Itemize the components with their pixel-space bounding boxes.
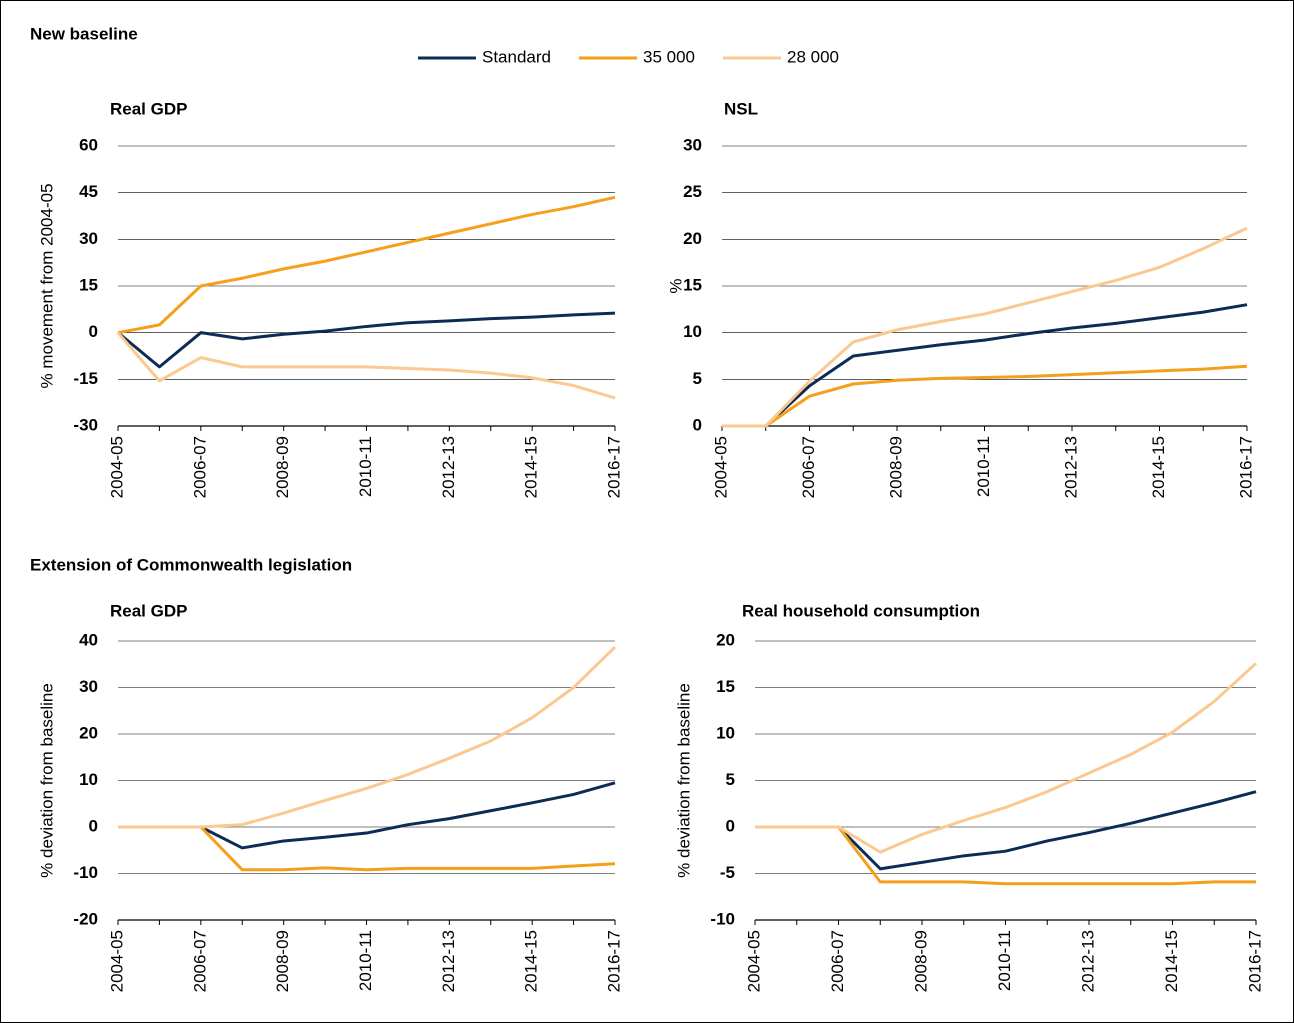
x-tick-label: 2016-17 (1245, 930, 1264, 992)
x-tick-label: 2010-11 (974, 436, 993, 497)
x-tick-label: 2004-05 (711, 436, 730, 498)
x-tick-label: 2006-07 (190, 436, 209, 498)
y-tick-label: -15 (73, 369, 98, 388)
y-tick-label: 30 (79, 229, 98, 248)
x-tick-label: 2008-09 (273, 436, 292, 498)
x-tick-label: 2012-13 (1078, 930, 1097, 992)
y-tick-label: -20 (73, 909, 98, 928)
x-tick-label: 2010-11 (356, 436, 375, 497)
x-tick-label: 2008-09 (911, 930, 930, 992)
x-tick-label: 2004-05 (744, 930, 763, 992)
x-tick-label: 2016-17 (604, 930, 623, 992)
y-tick-label: 5 (693, 369, 702, 388)
y-axis-label: % movement from 2004-05 (37, 183, 56, 388)
y-axis-label: % deviation from baseline (674, 683, 693, 878)
x-tick-label: 2010-11 (356, 930, 375, 991)
x-tick-label: 2012-13 (439, 930, 458, 992)
y-axis-label: % deviation from baseline (37, 683, 56, 878)
y-tick-label: -10 (73, 863, 98, 882)
y-tick-label: 15 (716, 677, 735, 696)
x-tick-label: 2014-15 (522, 930, 541, 992)
y-tick-label: -30 (73, 415, 98, 434)
x-tick-label: 2012-13 (1061, 436, 1080, 498)
y-tick-label: 15 (683, 275, 702, 294)
y-tick-label: 30 (683, 135, 702, 154)
section-title: Extension of Commonwealth legislation (30, 555, 352, 574)
y-tick-label: 40 (79, 630, 98, 649)
series-line (117, 195, 616, 335)
legend-label: Standard (482, 47, 551, 66)
x-tick-label: 2006-07 (828, 930, 847, 992)
y-tick-label: 0 (693, 415, 702, 434)
series-line (722, 303, 1248, 428)
y-axis-label: % (666, 278, 685, 293)
x-tick-label: 2004-05 (107, 930, 126, 992)
panel-title: Real GDP (110, 99, 187, 118)
y-tick-label: -10 (710, 909, 735, 928)
y-tick-label: 25 (683, 182, 702, 201)
panel-title: NSL (724, 99, 758, 118)
y-tick-label: 0 (89, 816, 98, 835)
panel-title: Real household consumption (742, 601, 980, 620)
y-tick-label: 10 (683, 322, 702, 341)
legend-label: 28 000 (787, 47, 839, 66)
series-line (722, 364, 1248, 428)
y-tick-label: 60 (79, 135, 98, 154)
y-tick-label: 20 (716, 630, 735, 649)
y-tick-label: 15 (79, 275, 98, 294)
y-tick-label: 0 (89, 322, 98, 341)
y-tick-label: 20 (79, 723, 98, 742)
x-tick-label: 2016-17 (604, 436, 623, 498)
x-tick-label: 2016-17 (1236, 436, 1255, 498)
x-tick-label: 2014-15 (522, 436, 541, 498)
x-tick-label: 2012-13 (439, 436, 458, 498)
y-tick-label: 0 (726, 816, 735, 835)
x-tick-label: 2010-11 (995, 930, 1014, 991)
y-tick-label: 30 (79, 677, 98, 696)
series-line (117, 311, 616, 369)
x-tick-label: 2014-15 (1162, 930, 1181, 992)
legend-label: 35 000 (643, 47, 695, 66)
y-tick-label: 10 (716, 723, 735, 742)
y-tick-label: 5 (726, 770, 735, 789)
series-line (755, 662, 1258, 854)
series-line (118, 645, 617, 829)
panel-title: Real GDP (110, 601, 187, 620)
x-tick-label: 2006-07 (190, 930, 209, 992)
x-tick-label: 2008-09 (886, 436, 905, 498)
series-line (116, 331, 616, 400)
x-tick-label: 2004-05 (107, 436, 126, 498)
y-tick-label: 45 (79, 182, 98, 201)
section-title: New baseline (30, 24, 138, 43)
x-tick-label: 2008-09 (273, 930, 292, 992)
x-tick-label: 2006-07 (799, 436, 818, 498)
y-tick-label: -5 (720, 863, 735, 882)
series-line (722, 226, 1248, 428)
y-tick-label: 10 (79, 770, 98, 789)
y-tick-label: 20 (683, 229, 702, 248)
x-tick-label: 2014-15 (1149, 436, 1168, 498)
